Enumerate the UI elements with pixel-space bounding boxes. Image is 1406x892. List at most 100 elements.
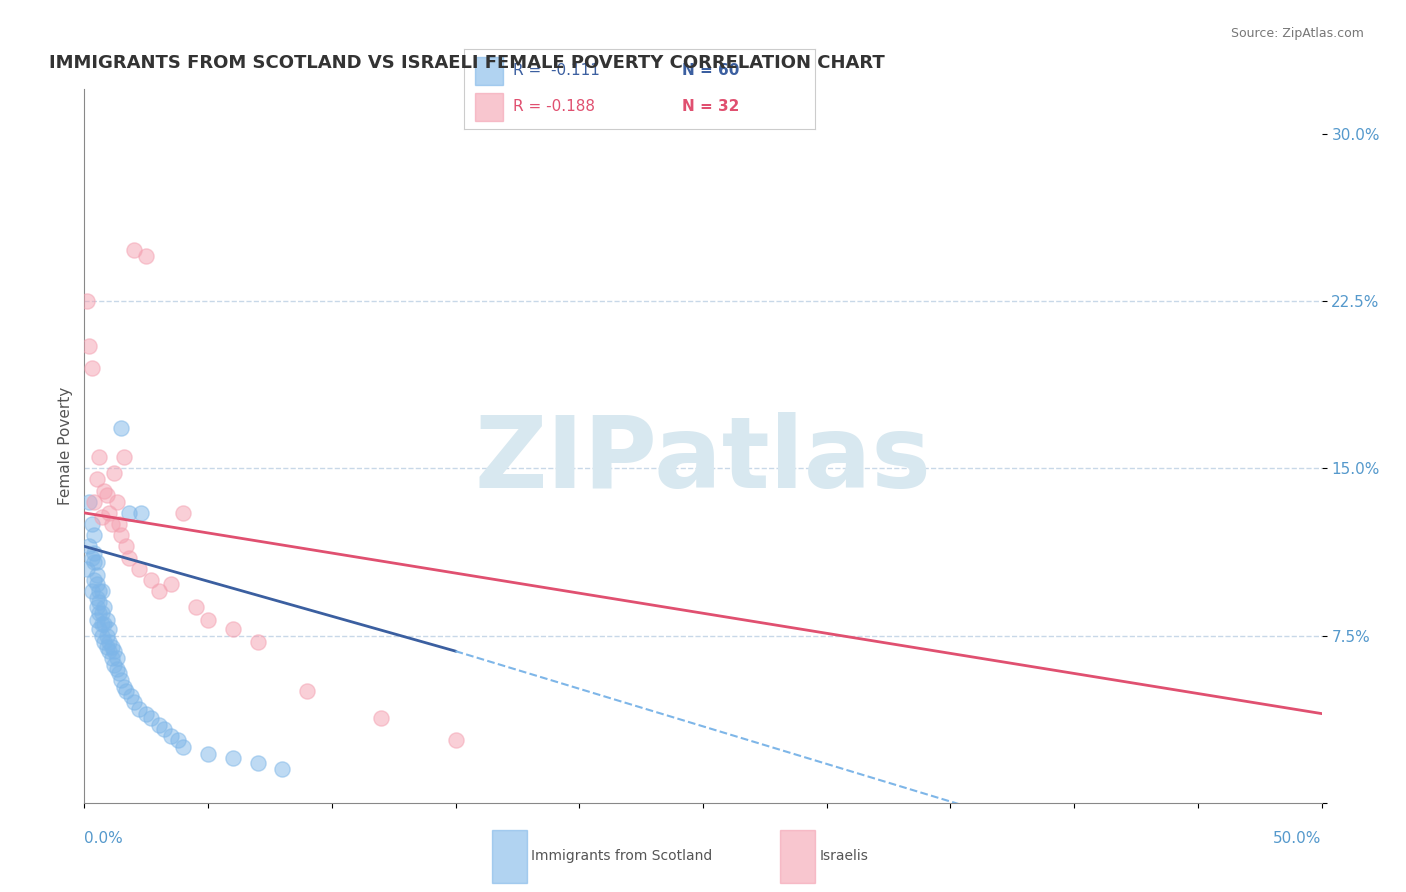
Point bbox=[115, 684, 138, 698]
Text: 50.0%: 50.0% bbox=[1274, 831, 1322, 847]
Point bbox=[89, 622, 111, 636]
Point bbox=[184, 599, 207, 614]
Point bbox=[100, 640, 122, 654]
Y-axis label: Female Poverty: Female Poverty bbox=[58, 387, 73, 505]
Point bbox=[141, 573, 163, 587]
Point bbox=[96, 640, 118, 654]
Point bbox=[120, 689, 142, 703]
Point bbox=[110, 528, 132, 542]
Point bbox=[110, 673, 132, 687]
Point bbox=[93, 483, 115, 498]
Text: R = -0.188: R = -0.188 bbox=[513, 99, 595, 114]
Point bbox=[222, 751, 245, 765]
FancyBboxPatch shape bbox=[475, 57, 503, 86]
Point bbox=[135, 706, 157, 721]
Point bbox=[295, 684, 318, 698]
Point bbox=[98, 622, 121, 636]
Point bbox=[90, 628, 112, 642]
Text: N = 32: N = 32 bbox=[682, 99, 740, 114]
Point bbox=[90, 583, 112, 598]
Point bbox=[172, 740, 194, 755]
Point bbox=[86, 577, 108, 591]
Point bbox=[83, 555, 105, 569]
Point bbox=[80, 583, 103, 598]
Point bbox=[93, 635, 115, 649]
Point bbox=[103, 644, 125, 658]
Point bbox=[112, 450, 135, 465]
Point bbox=[110, 421, 132, 435]
Text: 0.0%: 0.0% bbox=[84, 831, 124, 847]
Point bbox=[86, 568, 108, 582]
FancyBboxPatch shape bbox=[475, 94, 503, 121]
Point bbox=[96, 613, 118, 627]
Point bbox=[172, 506, 194, 520]
Point bbox=[96, 488, 118, 502]
Point bbox=[112, 680, 135, 694]
Point bbox=[271, 762, 294, 776]
Point bbox=[89, 595, 111, 609]
Point bbox=[152, 723, 174, 737]
Point bbox=[135, 249, 157, 264]
Point bbox=[115, 539, 138, 553]
Text: Source: ZipAtlas.com: Source: ZipAtlas.com bbox=[1230, 27, 1364, 40]
Point bbox=[100, 651, 122, 665]
Point bbox=[103, 657, 125, 672]
Point bbox=[148, 717, 170, 731]
Text: IMMIGRANTS FROM SCOTLAND VS ISRAELI FEMALE POVERTY CORRELATION CHART: IMMIGRANTS FROM SCOTLAND VS ISRAELI FEMA… bbox=[49, 54, 884, 71]
Point bbox=[79, 338, 101, 352]
Point bbox=[160, 729, 183, 743]
Point bbox=[96, 628, 118, 642]
Point bbox=[105, 651, 128, 665]
Point bbox=[98, 644, 121, 658]
Point bbox=[108, 517, 131, 532]
Point bbox=[83, 528, 105, 542]
Point bbox=[76, 562, 98, 576]
Point bbox=[108, 666, 131, 681]
Point bbox=[89, 607, 111, 621]
Point bbox=[160, 577, 183, 591]
Point bbox=[103, 466, 125, 480]
Point bbox=[90, 510, 112, 524]
Point bbox=[86, 555, 108, 569]
Point bbox=[86, 473, 108, 487]
Point bbox=[118, 506, 141, 520]
Point bbox=[222, 622, 245, 636]
Point bbox=[197, 613, 219, 627]
Point bbox=[122, 243, 145, 257]
Point bbox=[98, 506, 121, 520]
Text: ZIPatlas: ZIPatlas bbox=[475, 412, 931, 508]
Point bbox=[98, 635, 121, 649]
Point bbox=[100, 517, 122, 532]
Point bbox=[79, 494, 101, 508]
Point bbox=[246, 756, 269, 770]
Point bbox=[83, 494, 105, 508]
Point bbox=[93, 617, 115, 632]
Point bbox=[370, 711, 392, 725]
Point bbox=[129, 506, 152, 520]
Point bbox=[105, 662, 128, 676]
Point bbox=[80, 550, 103, 565]
Point bbox=[128, 562, 150, 576]
Point bbox=[86, 599, 108, 614]
Point bbox=[89, 450, 111, 465]
Text: Israelis: Israelis bbox=[820, 849, 869, 863]
Point bbox=[128, 702, 150, 716]
Point bbox=[80, 517, 103, 532]
Text: R =  -0.111: R = -0.111 bbox=[513, 63, 600, 78]
Point bbox=[118, 550, 141, 565]
Point bbox=[93, 599, 115, 614]
Point bbox=[105, 494, 128, 508]
Point bbox=[80, 360, 103, 375]
Point bbox=[246, 635, 269, 649]
Text: N = 60: N = 60 bbox=[682, 63, 740, 78]
Point bbox=[86, 591, 108, 605]
Point bbox=[89, 583, 111, 598]
Point bbox=[197, 747, 219, 761]
Point bbox=[122, 696, 145, 710]
Point bbox=[76, 293, 98, 308]
Point bbox=[444, 733, 467, 747]
Point bbox=[148, 583, 170, 598]
Point bbox=[90, 607, 112, 621]
Point bbox=[86, 613, 108, 627]
Point bbox=[83, 546, 105, 560]
